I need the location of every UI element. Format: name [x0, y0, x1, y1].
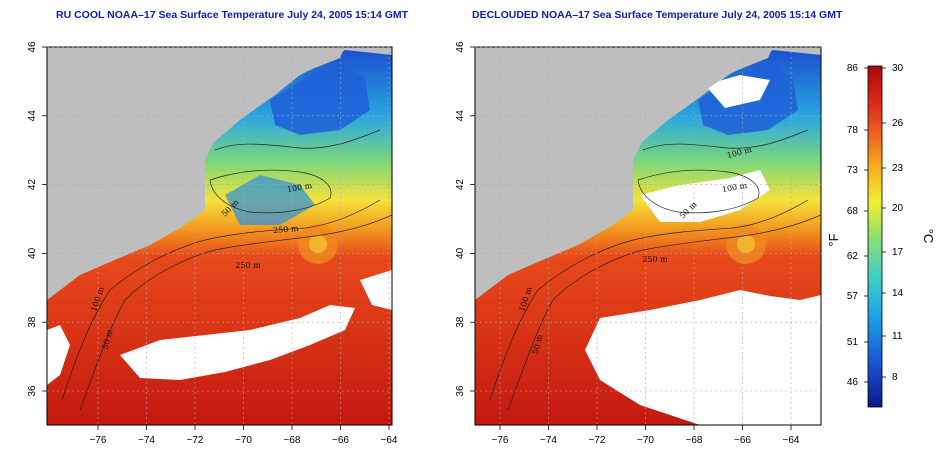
celsius-tick-label: 26: [892, 118, 904, 129]
right-map-axes: −76 −74 −72 −70 −68 −66 −64 36 38 40 42 44 46: [455, 41, 800, 446]
x-tick-label: −66: [332, 435, 349, 446]
fahrenheit-tick-label: 57: [847, 291, 859, 302]
celsius-tick-label: 23: [892, 163, 904, 174]
fahrenheit-tick-label: 68: [847, 206, 859, 217]
celsius-tick-label: 8: [892, 372, 898, 383]
x-tick-label: −66: [734, 435, 751, 446]
colorbar-fahrenheit-ticks: 86 78 73 68 62 57 51 46: [847, 63, 868, 388]
fahrenheit-tick-label: 86: [847, 63, 859, 74]
y-tick-label: 44: [455, 110, 466, 122]
coastline-land: [47, 47, 345, 290]
celsius-unit-label: °C: [921, 229, 936, 244]
y-tick-label: 46: [27, 41, 38, 53]
y-tick-label: 36: [27, 385, 38, 397]
y-tick-label: 36: [455, 385, 466, 397]
right-map-frame: [474, 46, 822, 426]
warm-eddy-core: [737, 235, 755, 253]
y-tick-label: 46: [455, 41, 466, 53]
coastline-land: [475, 47, 773, 290]
x-tick-label: −68: [284, 435, 301, 446]
masked-area: [705, 75, 770, 108]
fahrenheit-tick-label: 46: [847, 377, 859, 388]
x-tick-label: −74: [138, 435, 155, 446]
fahrenheit-tick-label: 51: [847, 337, 859, 348]
x-tick-label: −76: [90, 435, 107, 446]
contour-depth-label: 100 m: [721, 181, 748, 194]
y-tick-label: 38: [455, 316, 466, 328]
y-tick-label: 40: [27, 247, 38, 259]
y-tick-label: 42: [27, 179, 38, 191]
colorbar-celsius-ticks: 30 26 23 20 17 14 11 8: [882, 63, 904, 383]
contour-depth-label: 250 m: [642, 255, 668, 264]
y-tick-label: 40: [455, 247, 466, 259]
contour-depth-label: 100 m: [286, 181, 313, 194]
y-tick-label: 38: [27, 316, 38, 328]
celsius-tick-label: 17: [892, 247, 904, 258]
left-map-graticule: [47, 46, 392, 425]
colorbar: 86 78 73 68 62 57 51 46 30 26 23 20 17 14 11 8 °F °C: [826, 63, 936, 408]
x-tick-label: −72: [589, 435, 606, 446]
gulf-of-maine-cold-water: [270, 62, 370, 135]
colorbar-scale: [867, 65, 883, 408]
x-tick-label: −70: [235, 435, 252, 446]
contour-depth-label: 250 m: [273, 224, 299, 235]
cloud-patch: [120, 305, 355, 380]
left-map-frame: [46, 46, 393, 426]
x-tick-label: −68: [686, 435, 703, 446]
x-tick-label: −72: [187, 435, 204, 446]
celsius-tick-label: 30: [892, 63, 904, 74]
cloud-patch: [360, 270, 392, 310]
x-tick-label: −74: [540, 435, 557, 446]
left-map-title: RU COOL NOAA–17 Sea Surface Temperature …: [56, 9, 409, 21]
bathymetry-contours: [61, 129, 392, 411]
y-tick-label: 44: [27, 110, 38, 122]
right-map-title: DECLOUDED NOAA–17 Sea Surface Temperatur…: [472, 9, 843, 21]
x-tick-label: −76: [492, 435, 509, 446]
masked-area: [640, 170, 770, 222]
fahrenheit-unit-label: °F: [826, 233, 841, 246]
x-tick-label: −64: [381, 435, 398, 446]
celsius-tick-label: 11: [892, 331, 903, 342]
left-map-axes: −76 −74 −72 −70 −68 −66 −64 36 38 40 42 44 46: [27, 41, 398, 446]
cloud-patch: [47, 325, 70, 385]
x-tick-label: −64: [783, 435, 800, 446]
celsius-tick-label: 20: [892, 203, 904, 214]
bathymetry-contours: [489, 129, 821, 411]
fahrenheit-tick-label: 78: [847, 125, 859, 136]
celsius-tick-label: 14: [892, 288, 904, 299]
fahrenheit-tick-label: 62: [847, 251, 859, 262]
y-tick-label: 42: [455, 179, 466, 191]
georges-bank-cool-water: [225, 175, 315, 225]
contour-depth-label: 250 m: [235, 261, 261, 270]
warm-eddy-core: [309, 235, 327, 253]
right-map-graticule: [475, 46, 821, 425]
x-tick-label: −70: [637, 435, 654, 446]
fahrenheit-tick-label: 73: [847, 165, 859, 176]
